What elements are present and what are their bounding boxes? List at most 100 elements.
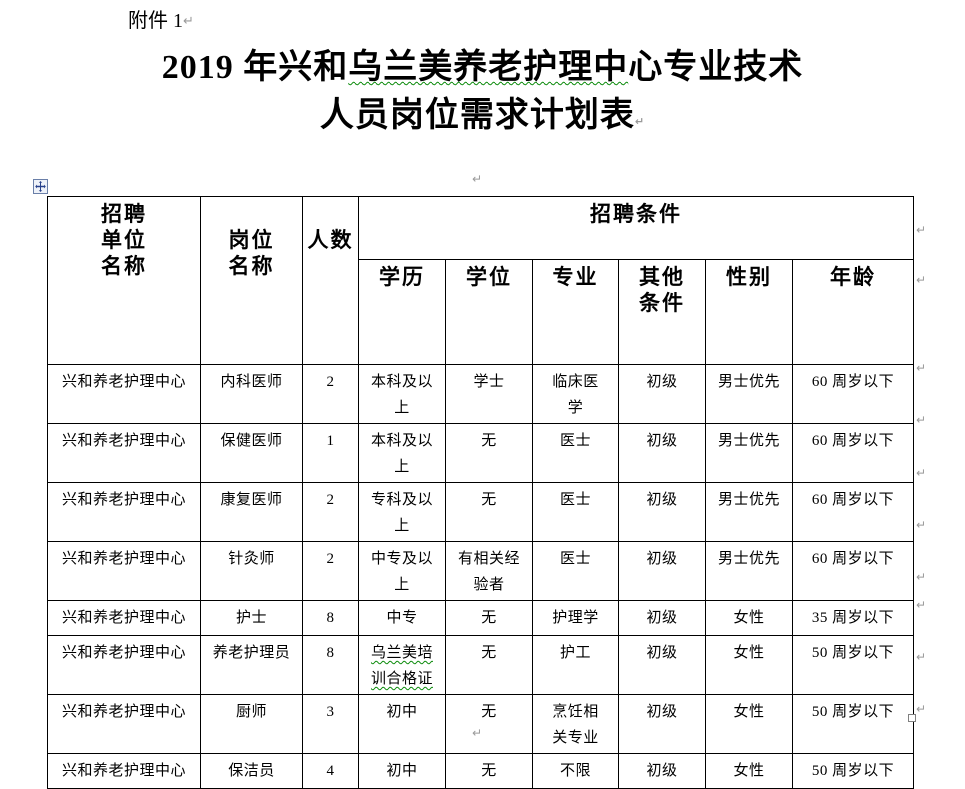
attachment-label-text: 附件 1 — [128, 10, 183, 32]
cell-other: 初级 — [618, 364, 706, 424]
cell-degree: 无 — [445, 600, 533, 636]
cell-major: 护理学 — [532, 600, 619, 636]
table-resize-handle-icon[interactable] — [908, 714, 916, 722]
cell-degree: 学士 — [445, 364, 533, 424]
table: 招聘 单位 名称 岗位 名称 人数 招聘条件 学历 学位 — [47, 196, 915, 789]
cell-other: 初级 — [618, 482, 706, 542]
cell-count: 1 — [302, 423, 359, 483]
cell-education: 本科及以 上 — [358, 423, 446, 483]
cell-gender: 男士优先 — [705, 482, 793, 542]
header-gender-text: 性别 — [726, 265, 772, 289]
cell-education-line-1: 乌兰美培 — [370, 645, 433, 661]
pilcrow-mark: ↵ — [916, 273, 927, 287]
cell-unit: 兴和养老护理中心 — [47, 694, 201, 754]
cell-count: 2 — [302, 482, 359, 542]
cell-education: 中专及以 上 — [358, 541, 446, 601]
cell-education-line-1: 中专及以 — [370, 551, 433, 567]
title-line-2-text: 人员岗位需求计划表 — [319, 97, 635, 134]
cell-major: 医士 — [532, 423, 619, 483]
cell-age: 35 周岁以下 — [791, 600, 915, 636]
table-header-row-1: 招聘 单位 名称 岗位 名称 人数 招聘条件 — [47, 196, 915, 365]
table-row: 兴和养老护理中心 内科医师 2 本科及以 上 学士 临床医 学 初级 男士优先 … — [47, 364, 915, 424]
cell-gender: 男士优先 — [705, 423, 793, 483]
header-post-line-1: 岗位 — [228, 228, 275, 252]
cell-unit: 兴和养老护理中心 — [47, 364, 201, 424]
cell-count: 8 — [302, 635, 359, 695]
cell-post: 厨师 — [200, 694, 303, 754]
cell-education-line-2: 上 — [394, 459, 410, 475]
pilcrow-mark: ↵ — [183, 14, 194, 29]
cell-post: 内科医师 — [200, 364, 303, 424]
header-unit-line-1: 招聘 — [101, 202, 147, 226]
header-education-text: 学历 — [379, 265, 425, 289]
pilcrow-mark: ↵ — [916, 518, 927, 532]
cell-other: 初级 — [618, 635, 706, 695]
cell-unit: 兴和养老护理中心 — [47, 753, 201, 789]
pilcrow-mark: ↵ — [916, 466, 927, 480]
cell-major: 医士 — [532, 482, 619, 542]
cell-major-line-2: 学 — [567, 400, 584, 416]
header-cell-gender: 性别 — [705, 259, 793, 365]
cell-gender: 女性 — [705, 600, 793, 636]
table-move-handle-icon[interactable] — [33, 179, 48, 194]
header-cell-post-name: 岗位 名称 — [200, 196, 303, 365]
cell-degree-line-1: 有相关经 — [457, 551, 520, 567]
pilcrow-mark: ↵ — [916, 702, 927, 716]
page-title: 2019 年兴和乌兰美养老护理中心专业技术 人员岗位需求计划表↵ — [0, 44, 965, 146]
cell-post: 保健医师 — [200, 423, 303, 483]
pilcrow-mark: ↵ — [916, 570, 927, 584]
table-row: 兴和养老护理中心 养老护理员 8 乌兰美培 训合格证 无 护工 初级 女性 50… — [47, 635, 915, 695]
cell-education-line-2: 上 — [394, 518, 410, 534]
header-post-spacer — [203, 201, 300, 227]
cell-age: 60 周岁以下 — [791, 364, 915, 424]
cell-major: 临床医 学 — [532, 364, 619, 424]
pilcrow-mark: ↵ — [916, 413, 927, 427]
cell-unit: 兴和养老护理中心 — [47, 482, 201, 542]
cell-other: 初级 — [618, 753, 706, 789]
cell-age: 50 周岁以下 — [791, 753, 915, 789]
cell-unit: 兴和养老护理中心 — [47, 600, 201, 636]
header-conditions-text: 招聘条件 — [590, 202, 683, 226]
cell-education-line-1: 本科及以 — [370, 374, 433, 390]
cell-education-line-1: 专科及以 — [370, 492, 433, 508]
header-age-text: 年龄 — [830, 265, 877, 289]
cell-other: 初级 — [618, 423, 706, 483]
attachment-label: 附件 1↵ — [128, 8, 194, 35]
header-headcount-spacer — [305, 201, 356, 227]
cell-degree: 无 — [445, 753, 533, 789]
cell-degree: 无 — [445, 482, 533, 542]
cell-education: 乌兰美培 训合格证 — [358, 635, 446, 695]
cell-post: 针灸师 — [200, 541, 303, 601]
pilcrow-mark-above-table: ↵ — [472, 172, 483, 186]
cell-age: 60 周岁以下 — [791, 423, 915, 483]
cell-education-line-1: 本科及以 — [370, 433, 433, 449]
cell-gender: 女性 — [705, 635, 793, 695]
table-row: 兴和养老护理中心 针灸师 2 中专及以 上 有相关经 验者 医士 初级 男士优先… — [47, 541, 915, 601]
pilcrow-mark: ↵ — [916, 361, 927, 375]
title-line-1: 2019 年兴和乌兰美养老护理中心专业技术 — [0, 44, 965, 92]
cell-major: 不限 — [532, 753, 619, 789]
cell-gender: 女性 — [705, 694, 793, 754]
cell-post: 养老护理员 — [200, 635, 303, 695]
cell-gender: 女性 — [705, 753, 793, 789]
header-degree-text: 学位 — [466, 265, 512, 289]
header-unit-line-2: 单位 — [101, 228, 147, 252]
cell-unit: 兴和养老护理中心 — [47, 635, 201, 695]
cell-education: 初中 — [358, 694, 446, 754]
cell-gender: 男士优先 — [705, 541, 793, 601]
header-cell-age: 年龄 — [791, 259, 915, 365]
table-row: 兴和养老护理中心 护士 8 中专 无 护理学 初级 女性 35 周岁以下 — [47, 600, 915, 636]
cell-major-line-1: 临床医 — [552, 374, 599, 390]
cell-other: 初级 — [618, 600, 706, 636]
cell-degree: 无 — [445, 423, 533, 483]
title-line-1-text: 2019 年兴和乌兰美养老护理中心专业技术 — [161, 49, 804, 86]
cell-education: 中专 — [358, 600, 446, 636]
cell-post: 护士 — [200, 600, 303, 636]
cell-major-line-2: 关专业 — [552, 730, 599, 746]
cell-education: 本科及以 上 — [358, 364, 446, 424]
cell-count: 3 — [302, 694, 359, 754]
cell-major-line-1: 烹饪相 — [552, 704, 599, 720]
cell-gender: 男士优先 — [705, 364, 793, 424]
cell-unit: 兴和养老护理中心 — [47, 423, 201, 483]
cell-degree: 无 — [445, 635, 533, 695]
